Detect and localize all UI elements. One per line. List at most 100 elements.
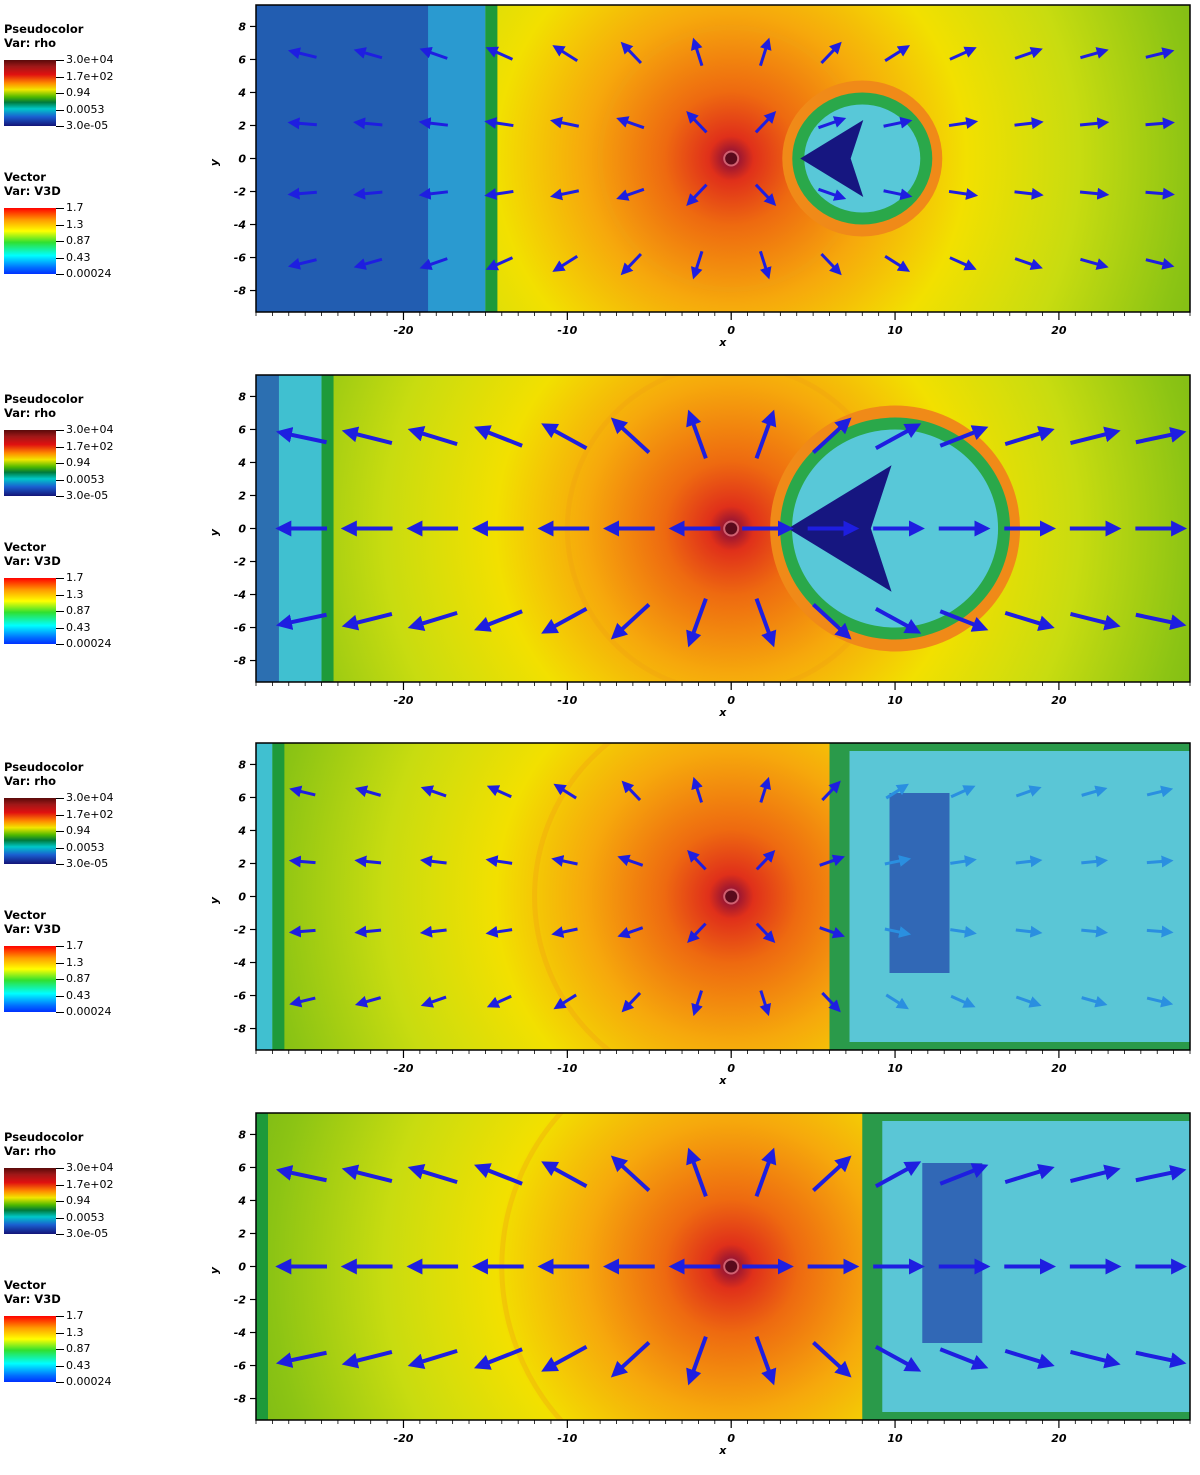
colorbar-tick <box>56 430 64 431</box>
y-tick-label: 8 <box>238 20 246 33</box>
colorbar-tick <box>56 1332 64 1334</box>
velocity-arrow <box>950 925 977 938</box>
velocity-arrow <box>690 250 704 280</box>
velocity-arrow <box>341 612 393 631</box>
colorbar-tick <box>56 1382 64 1383</box>
x-tick-label: 0 <box>727 1432 735 1445</box>
velocity-arrow <box>275 427 327 445</box>
x-tick-label: 0 <box>727 324 735 337</box>
velocity-arrow <box>289 995 316 1008</box>
velocity-arrow <box>821 991 841 1013</box>
velocity-arrows <box>287 37 1175 280</box>
velocity-arrow <box>1014 117 1044 130</box>
velocity-arrow <box>1146 785 1174 798</box>
legend: Pseudocolor Var: rho 3.0e+04 1.7e+02 0.94 0… <box>4 1130 194 1390</box>
velocity-arrow <box>1146 855 1174 868</box>
velocity-arrow <box>552 254 579 272</box>
velocity-arrow <box>407 610 458 631</box>
colorbar-tick-label: 0.00024 <box>66 267 112 280</box>
y-tick-label: -6 <box>234 622 247 635</box>
velocity-arrow <box>1135 1165 1187 1183</box>
velocity-arrow <box>1081 855 1109 868</box>
colorbar-tick <box>56 831 64 832</box>
velocity-arrow <box>354 925 382 938</box>
velocity-arrow <box>1004 1164 1055 1185</box>
vector-colorbar <box>4 946 56 1012</box>
density-field <box>256 1113 1190 1420</box>
velocity-arrow <box>885 783 909 800</box>
colorbar-tick <box>56 496 64 497</box>
velocity-arrow <box>948 117 979 129</box>
velocity-arrow <box>620 252 643 276</box>
velocity-arrow <box>1070 1164 1121 1183</box>
velocity-arrow <box>939 425 989 448</box>
velocity-arrow <box>621 991 642 1013</box>
velocity-arrow <box>687 849 707 871</box>
velocity-arrow <box>939 609 989 632</box>
central-source <box>723 520 740 537</box>
colorbar-tick-label: 3.0e-05 <box>66 119 109 132</box>
colorbar-tick-label: 3.0e+04 <box>66 1161 114 1174</box>
velocity-arrow <box>407 426 458 447</box>
right-dark-patch <box>922 1163 983 1343</box>
y-tick-label: 0 <box>238 523 246 536</box>
legend-vector-title: Vector <box>4 540 46 554</box>
velocity-arrow <box>949 256 977 271</box>
velocity-arrow <box>353 47 383 60</box>
velocity-arrow <box>616 116 645 130</box>
velocity-arrow <box>691 990 703 1017</box>
colorbar-tick <box>56 798 64 799</box>
rho-colorbar-wrap: 3.0e+04 1.7e+02 0.94 0.0053 3.0e-05 <box>4 1162 194 1242</box>
velocity-arrow <box>407 1164 458 1185</box>
x-tick-label: -10 <box>557 1062 577 1075</box>
y-tick-label: 2 <box>238 1227 246 1240</box>
x-tick-label: 20 <box>1051 1062 1067 1075</box>
velocity-arrow <box>812 603 852 640</box>
velocity-arrow <box>474 1163 523 1186</box>
colorbar-tick-label: 0.00024 <box>66 637 112 650</box>
y-axis-label: y <box>208 1266 221 1274</box>
velocity-arrow <box>754 1336 777 1386</box>
colorbar-tick-label: 1.3 <box>66 217 84 231</box>
velocity-arrow <box>754 1147 777 1197</box>
x-axis-label: x <box>718 706 727 719</box>
velocity-arrows <box>275 409 1188 648</box>
velocity-arrow <box>759 776 772 803</box>
colorbar-tick-label: 3.0e+04 <box>66 423 114 436</box>
velocity-arrow <box>287 257 317 270</box>
velocity-arrow <box>950 785 976 799</box>
velocity-arrow <box>884 254 911 272</box>
velocity-arrow <box>687 922 707 944</box>
velocity-arrow <box>616 187 645 201</box>
colorbar-tick-label: 0.94 <box>66 824 91 837</box>
bubble-dark-cone <box>800 120 864 197</box>
bubble-cyan <box>804 104 921 213</box>
velocity-arrow <box>553 993 577 1010</box>
velocity-arrow <box>341 1350 393 1369</box>
velocity-arrow <box>821 780 841 802</box>
velocity-arrow <box>686 1147 708 1197</box>
velocity-arrows <box>275 1147 1188 1386</box>
velocity-arrow <box>275 1350 327 1368</box>
y-tick-label: -6 <box>234 252 247 265</box>
x-axis-label: x <box>718 336 727 349</box>
legend-vector-var: Var: V3D <box>4 184 61 198</box>
velocity-arrow <box>485 46 514 61</box>
velocity-arrow <box>1135 612 1187 630</box>
legend: Pseudocolor Var: rho 3.0e+04 1.7e+02 0.94 0… <box>4 760 194 1020</box>
y-axis-label: y <box>208 528 221 536</box>
colorbar-tick <box>56 594 64 596</box>
colorbar-tick-label: 0.87 <box>66 234 91 247</box>
velocity-arrow <box>474 609 523 632</box>
velocity-arrow <box>1080 47 1109 60</box>
vector-colorbar-wrap: 1.7 1.3 0.87 0.43 0.00024 <box>4 572 194 652</box>
velocity-arrow <box>1070 426 1121 445</box>
left-dark-region <box>256 5 429 312</box>
y-tick-label: -6 <box>234 1360 247 1373</box>
vector-colorbar-wrap: 1.7 1.3 0.87 0.43 0.00024 <box>4 940 194 1020</box>
colorbar-tick-label: 1.7e+02 <box>66 69 114 83</box>
velocity-arrow <box>485 855 513 868</box>
velocity-arrow <box>486 994 512 1008</box>
legend-pseudocolor-title: Pseudocolor <box>4 392 84 406</box>
